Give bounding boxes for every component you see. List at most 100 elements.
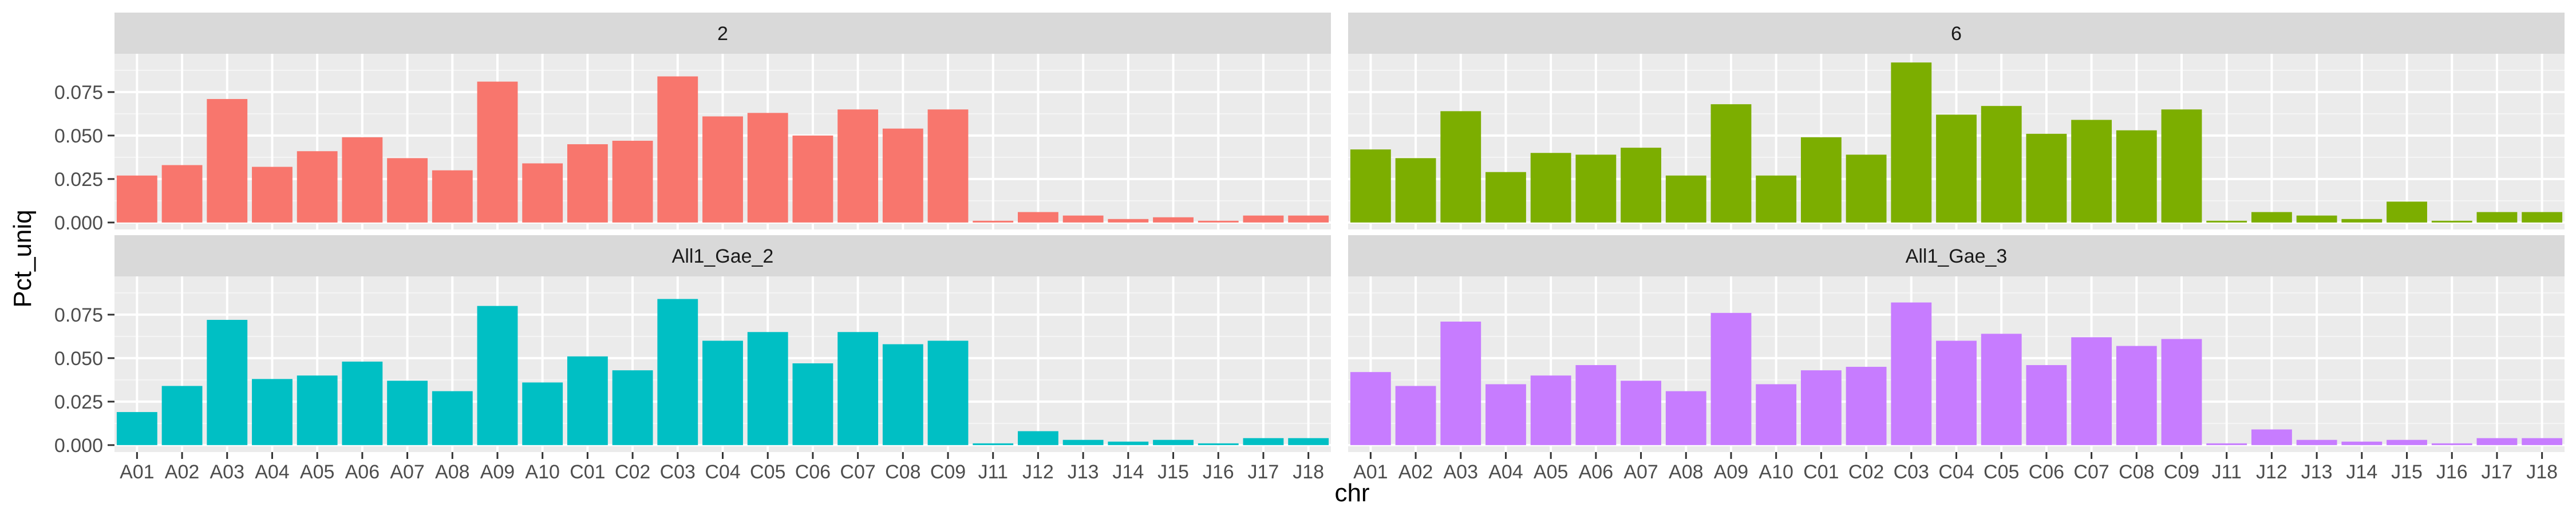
bar [116, 412, 157, 445]
bar [1350, 372, 1391, 445]
bar [1981, 334, 2022, 445]
bar [161, 165, 203, 223]
bar [2251, 212, 2292, 223]
bar [1665, 175, 1706, 223]
bar [1108, 219, 1149, 223]
x-tick-label: A09 [480, 461, 515, 483]
x-axis: A01 A02 A03 A04 A05 A06 A07 A08 A09 A10 C01 C02 C03 C… [120, 452, 2558, 483]
x-tick-label: C01 [570, 461, 605, 483]
bar [1800, 137, 1842, 223]
y-tick-label: 0.050 [54, 125, 103, 147]
bar [2251, 429, 2292, 445]
x-tick-label: C08 [885, 461, 920, 483]
x-tick-label: J11 [978, 461, 1008, 483]
bar [2522, 212, 2563, 223]
x-tick-label: C05 [1984, 461, 2019, 483]
bar [1288, 438, 1329, 445]
bar [2476, 438, 2518, 445]
bar [1936, 340, 1977, 445]
bar [1198, 443, 1239, 445]
bar [567, 356, 608, 445]
bar [2296, 215, 2337, 223]
bar [1846, 367, 1887, 445]
bar [927, 109, 969, 223]
facet-strip-label: 2 [717, 23, 728, 45]
x-tick-label: A10 [525, 461, 560, 483]
y-tick-label: 0.025 [54, 169, 103, 191]
bar [882, 344, 923, 445]
bar [252, 379, 293, 445]
bar [432, 170, 473, 223]
bar [792, 363, 833, 445]
facet-strip [1348, 13, 2565, 54]
bar [1891, 302, 1932, 445]
x-tick-label: J18 [1293, 461, 1324, 483]
bar [1530, 153, 1571, 223]
bar [1981, 106, 2022, 223]
bar [342, 137, 383, 223]
facet-strip [114, 13, 1331, 54]
bar [432, 391, 473, 445]
bar [1621, 381, 1661, 445]
bar [1710, 312, 1752, 445]
bar [252, 167, 293, 223]
bar [1350, 149, 1391, 223]
bar [2116, 130, 2157, 223]
bar [1395, 158, 1436, 223]
bar [1108, 441, 1149, 445]
bar [837, 109, 879, 223]
bar [2431, 220, 2472, 223]
bar [161, 386, 203, 445]
bar [882, 128, 923, 223]
bar [2206, 220, 2247, 223]
bar [1891, 62, 1932, 223]
x-tick-label: C09 [930, 461, 966, 483]
x-tick-label: C03 [660, 461, 696, 483]
x-tick-label: C01 [1803, 461, 1839, 483]
x-tick-label: A01 [120, 461, 155, 483]
bar [1018, 431, 1058, 445]
y-tick-label: 0.025 [54, 391, 103, 413]
bar [2341, 441, 2383, 445]
x-tick-label: C05 [750, 461, 785, 483]
bar [2341, 219, 2383, 223]
x-tick-label: A09 [1714, 461, 1749, 483]
y-tick-label: 0.000 [54, 212, 103, 234]
bar [2026, 133, 2067, 223]
facet-strip [114, 235, 1331, 276]
x-tick-label: J17 [2482, 461, 2513, 483]
bar [1575, 365, 1617, 445]
bar [2161, 109, 2202, 223]
x-tick-label: C07 [840, 461, 875, 483]
y-tick-label: 0.075 [54, 82, 103, 104]
x-tick-label: A03 [1444, 461, 1479, 483]
x-tick-label: C04 [1938, 461, 1974, 483]
bar [387, 381, 428, 445]
x-tick-label: J14 [1112, 461, 1144, 483]
bar [1440, 322, 1481, 445]
x-tick-label: A07 [390, 461, 425, 483]
x-tick-label: A05 [300, 461, 335, 483]
bar [702, 116, 743, 223]
x-tick-label: J15 [1157, 461, 1189, 483]
bar [1530, 375, 1571, 445]
bar [1756, 175, 1797, 223]
y-tick-label: 0.075 [54, 304, 103, 326]
x-tick-label: C03 [1894, 461, 1929, 483]
x-tick-label: A04 [1488, 461, 1523, 483]
bar [1062, 215, 1104, 223]
bar [973, 443, 1014, 445]
bar [387, 158, 428, 223]
bar [1062, 439, 1104, 445]
x-tick-label: J13 [2301, 461, 2333, 483]
bar [207, 99, 248, 223]
bar [927, 340, 969, 445]
bar [1800, 370, 1842, 445]
facet-strip-label: All1_Gae_3 [1906, 245, 2008, 267]
bar [1665, 391, 1706, 445]
x-tick-label: A03 [210, 461, 245, 483]
facet-panel: 6 [1348, 13, 2565, 229]
x-tick-label: A05 [1534, 461, 1568, 483]
x-tick-label: J16 [2436, 461, 2468, 483]
